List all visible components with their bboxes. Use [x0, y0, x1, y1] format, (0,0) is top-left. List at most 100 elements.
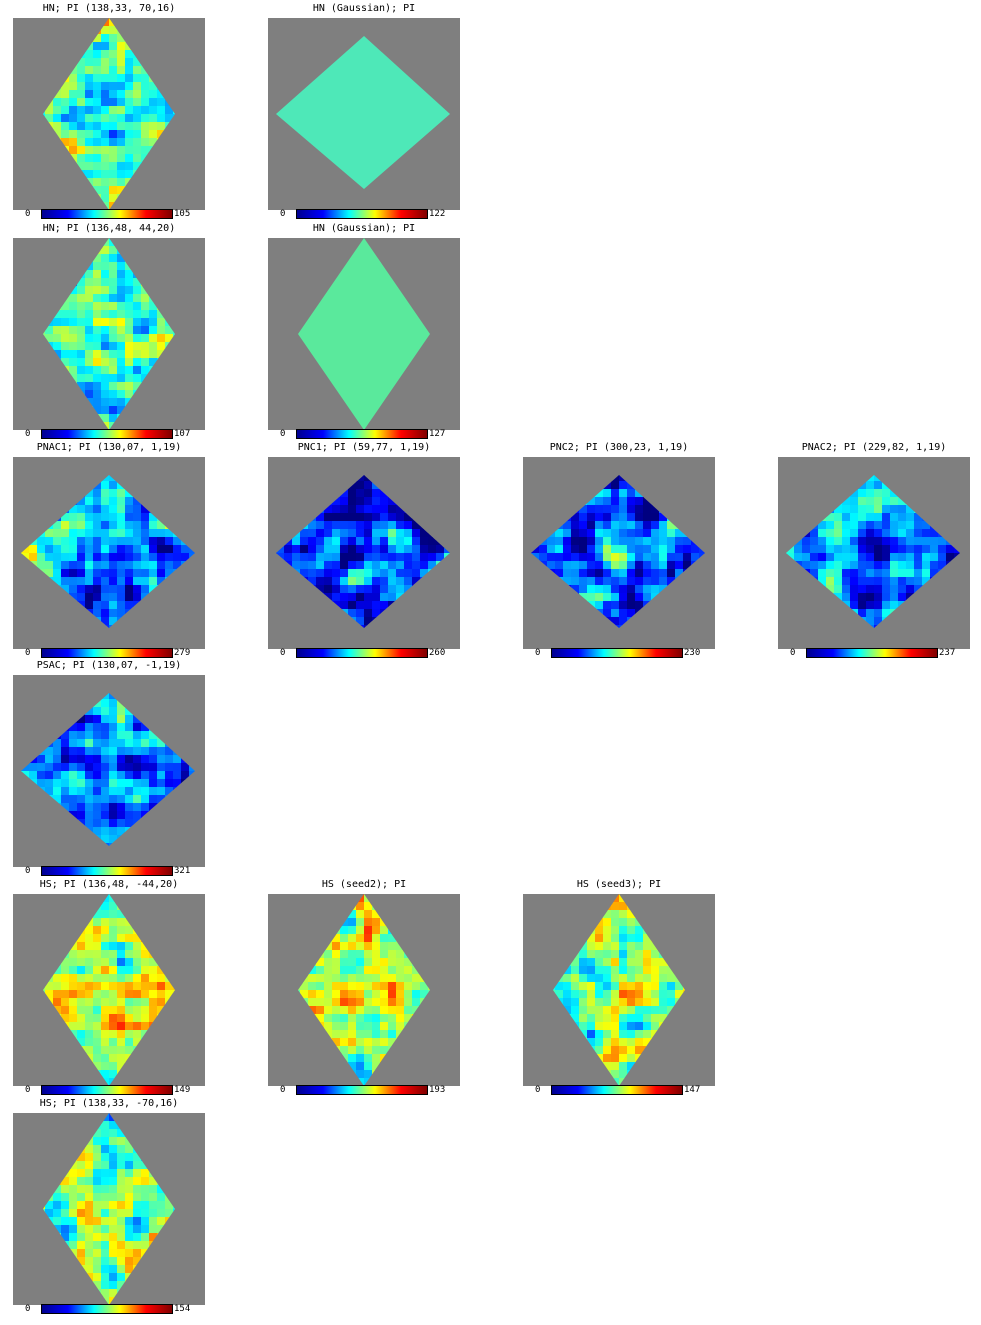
map-image — [276, 36, 450, 189]
map-diamond — [43, 238, 175, 430]
map-image — [43, 18, 175, 210]
map-frame — [268, 457, 460, 649]
map-diamond — [298, 894, 430, 1086]
colorbar-min-label: 0 — [25, 866, 31, 876]
colorbar: 0 230 — [523, 648, 715, 658]
map-diamond — [21, 475, 195, 628]
map-frame — [13, 238, 205, 430]
map-panel: PNC1; PI (59,77, 1,19) 0 260 — [268, 439, 460, 658]
colorbar-gradient — [296, 209, 428, 219]
colorbar-min-label: 0 — [25, 429, 31, 439]
map-image — [21, 475, 195, 628]
map-panel: PSAC; PI (130,07, -1,19) 0 321 — [13, 657, 205, 876]
colorbar-min-label: 0 — [280, 1085, 286, 1095]
colorbar: 0 154 — [13, 1304, 205, 1314]
colorbar-min-label: 0 — [535, 1085, 541, 1095]
map-image — [531, 475, 705, 628]
colorbar-max-label: 107 — [174, 429, 191, 439]
map-frame — [13, 1113, 205, 1305]
map-frame — [523, 457, 715, 649]
panel-title: PNAC1; PI (130,07, 1,19) — [36, 442, 182, 453]
panel-title: HN; PI (136,48, 44,20) — [42, 223, 176, 234]
map-diamond — [21, 693, 195, 846]
map-panel: HN (Gaussian); PI 0 127 — [268, 220, 460, 439]
colorbar-gradient — [296, 648, 428, 658]
map-panel: PNAC1; PI (130,07, 1,19) 0 279 — [13, 439, 205, 658]
colorbar-max-label: 105 — [174, 209, 191, 219]
map-diamond — [276, 36, 450, 189]
map-frame — [13, 18, 205, 210]
colorbar-min-label: 0 — [25, 209, 31, 219]
map-frame — [13, 457, 205, 649]
map-image — [43, 238, 175, 430]
map-panel: HN; PI (136,48, 44,20) 0 107 — [13, 220, 205, 439]
colorbar-gradient — [296, 1085, 428, 1095]
colorbar-max-label: 260 — [429, 648, 446, 658]
colorbar-gradient — [41, 1304, 173, 1314]
colorbar-max-label: 230 — [684, 648, 701, 658]
map-frame — [268, 238, 460, 430]
map-diamond — [298, 238, 430, 430]
colorbar-max-label: 154 — [174, 1304, 191, 1314]
map-diamond — [43, 18, 175, 210]
map-panel: HS; PI (138,33, -70,16) 0 154 — [13, 1095, 205, 1314]
colorbar-max-label: 321 — [174, 866, 191, 876]
map-panel: HN (Gaussian); PI 0 122 — [268, 0, 460, 219]
map-panel: PNAC2; PI (229,82, 1,19) 0 237 — [778, 439, 970, 658]
colorbar: 0 279 — [13, 648, 205, 658]
colorbar-max-label: 147 — [684, 1085, 701, 1095]
panel-title: HN (Gaussian); PI — [312, 3, 416, 14]
colorbar-min-label: 0 — [25, 1304, 31, 1314]
colorbar-max-label: 279 — [174, 648, 191, 658]
colorbar-gradient — [41, 648, 173, 658]
map-diamond — [43, 894, 175, 1086]
colorbar-max-label: 237 — [939, 648, 956, 658]
colorbar: 0 237 — [778, 648, 970, 658]
map-panel: PNC2; PI (300,23, 1,19) 0 230 — [523, 439, 715, 658]
panel-title: HN; PI (138,33, 70,16) — [42, 3, 176, 14]
colorbar: 0 321 — [13, 866, 205, 876]
colorbar-max-label: 127 — [429, 429, 446, 439]
map-image — [276, 475, 450, 628]
map-diamond — [553, 894, 685, 1086]
map-frame — [268, 18, 460, 210]
colorbar-min-label: 0 — [535, 648, 541, 658]
map-frame — [268, 894, 460, 1086]
map-panel: HS; PI (136,48, -44,20) 0 149 — [13, 876, 205, 1095]
map-diamond — [276, 475, 450, 628]
colorbar-gradient — [296, 429, 428, 439]
map-diamond — [531, 475, 705, 628]
colorbar: 0 149 — [13, 1085, 205, 1095]
map-frame — [13, 675, 205, 867]
map-image — [43, 894, 175, 1086]
colorbar-min-label: 0 — [280, 648, 286, 658]
colorbar-gradient — [41, 209, 173, 219]
colorbar-min-label: 0 — [790, 648, 796, 658]
colorbar-gradient — [41, 1085, 173, 1095]
panel-title: HS; PI (136,48, -44,20) — [39, 879, 179, 890]
panel-title: PNAC2; PI (229,82, 1,19) — [801, 442, 947, 453]
panel-title: HN (Gaussian); PI — [312, 223, 416, 234]
colorbar-max-label: 149 — [174, 1085, 191, 1095]
map-frame — [778, 457, 970, 649]
map-image — [21, 693, 195, 846]
colorbar-max-label: 122 — [429, 209, 446, 219]
colorbar-gradient — [41, 429, 173, 439]
panel-title: HS (seed2); PI — [321, 879, 407, 890]
map-frame — [13, 894, 205, 1086]
map-panel: HN; PI (138,33, 70,16) 0 105 — [13, 0, 205, 219]
map-diamond — [786, 475, 960, 628]
colorbar-max-label: 193 — [429, 1085, 446, 1095]
panel-title: PNC1; PI (59,77, 1,19) — [297, 442, 431, 453]
map-panel: HS (seed3); PI 0 147 — [523, 876, 715, 1095]
colorbar: 0 147 — [523, 1085, 715, 1095]
map-image — [786, 475, 960, 628]
panel-title: PSAC; PI (130,07, -1,19) — [36, 660, 182, 671]
colorbar: 0 193 — [268, 1085, 460, 1095]
colorbar: 0 105 — [13, 209, 205, 219]
colorbar-gradient — [551, 648, 683, 658]
panel-title: HS (seed3); PI — [576, 879, 662, 890]
colorbar-gradient — [806, 648, 938, 658]
map-image — [298, 894, 430, 1086]
